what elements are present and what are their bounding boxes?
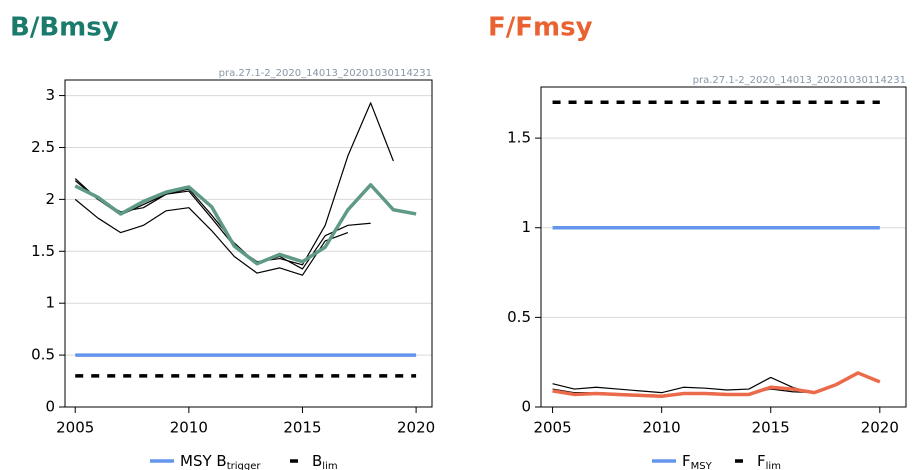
chart-title: F/Fmsy [488, 13, 593, 43]
legend-name: F [757, 452, 766, 470]
caption: pra.27.1-2_2020_14013_20201030114231 [693, 75, 906, 86]
y-tick-label: 1 [521, 218, 531, 236]
legend-label: Blim [312, 452, 338, 470]
y-tick-label: 1.5 [31, 242, 55, 260]
legend-name: F [682, 452, 691, 470]
chart-panel: F/Fmsy pra.27.1-2_2020_14013_202010301142… [488, 13, 907, 470]
x-tick-label: 2020 [861, 419, 899, 437]
y-tick-label: 0.5 [31, 346, 55, 364]
legend-sub: MSY [691, 461, 713, 470]
y-tick-label: 0 [521, 398, 531, 416]
y-tick-label: 2 [45, 190, 55, 208]
legend-sub: lim [322, 461, 337, 470]
y-tick-label: 0 [45, 398, 55, 416]
legend-label: MSY Btrigger [180, 452, 261, 470]
legend-sub: trigger [227, 461, 262, 470]
legend-name: B [312, 452, 322, 470]
data-line [74, 102, 394, 266]
chart-title: B/Bmsy [10, 13, 119, 43]
y-tick-label: 2.5 [31, 138, 55, 156]
legend-label: Flim [757, 452, 781, 470]
y-tick-label: 1.5 [507, 129, 531, 147]
plot-frame [64, 79, 433, 408]
data-line [552, 376, 837, 395]
chart-panel: B/Bmsy pra.27.1-2_2020_14013_202010301142… [10, 13, 435, 470]
plot-frame [540, 86, 907, 408]
caption: pra.27.1-2_2020_14013_20201030114231 [219, 68, 432, 79]
y-tick-label: 3 [45, 86, 55, 104]
legend-label: FMSY [682, 452, 713, 470]
legend-name: MSY B [180, 452, 227, 470]
data-line [74, 183, 417, 266]
data-line [74, 198, 349, 276]
y-tick-label: 0.5 [507, 308, 531, 326]
x-tick-label: 2010 [643, 419, 681, 437]
x-tick-label: 2005 [533, 419, 571, 437]
x-tick-label: 2010 [170, 419, 208, 437]
data-line [552, 371, 881, 398]
x-tick-label: 2005 [56, 419, 94, 437]
x-tick-label: 2015 [283, 419, 321, 437]
legend-sub: lim [766, 461, 781, 470]
y-tick-label: 1 [45, 294, 55, 312]
x-tick-label: 2020 [397, 419, 435, 437]
x-tick-label: 2015 [752, 419, 790, 437]
